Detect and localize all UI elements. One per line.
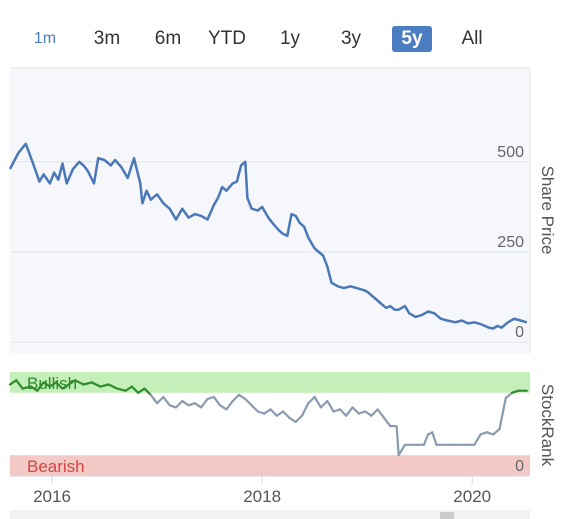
rank-series-segment <box>73 379 85 386</box>
rank-series-segment <box>395 425 400 457</box>
rank-series-segment <box>36 381 45 392</box>
navigator-handle[interactable] <box>440 512 454 519</box>
rank-series-segment <box>338 408 348 417</box>
rank-series-segment <box>99 383 110 388</box>
rank-series-segment <box>351 406 360 415</box>
rank-series-segment <box>137 387 146 394</box>
rank-series-segment <box>231 393 241 403</box>
rank-series-segment <box>162 395 171 407</box>
rank-series-segment <box>82 381 94 386</box>
bearish-zone <box>10 455 530 476</box>
rank-series-segment <box>130 385 140 394</box>
rank-series-segment <box>422 433 430 446</box>
rank-series-segment <box>300 402 310 417</box>
rank-series-segment <box>48 381 58 388</box>
rank-series-segment <box>67 379 77 386</box>
range-button-6m[interactable]: 6m <box>154 28 182 49</box>
rank-series-segment <box>200 397 209 409</box>
range-button-1m[interactable]: 1m <box>33 30 57 47</box>
rank-tick-labels: 0 <box>515 458 524 475</box>
x-tick-label: 2016 <box>33 487 71 506</box>
rank-series-segment <box>193 402 203 409</box>
rank-series-segment <box>156 395 165 405</box>
rank-series-segment <box>149 393 159 405</box>
rank-series-segment <box>282 410 291 419</box>
rank-series-segment <box>206 395 215 401</box>
rank-series-segment <box>313 395 322 409</box>
rank-series-segment <box>212 395 222 407</box>
rank-series-segment <box>294 414 304 423</box>
rank-series-segment <box>326 400 335 413</box>
rank-series-segment <box>55 381 64 390</box>
rank-series-segment <box>42 381 52 388</box>
rank-series-segment <box>357 410 367 415</box>
price-tick-labels: 0 250 500 <box>497 144 524 341</box>
rank-series-segment <box>504 391 514 400</box>
rank-series-segment <box>288 416 297 423</box>
rank-series-segment <box>473 433 482 446</box>
rank-series-segment <box>431 431 438 446</box>
rank-series-segment <box>237 393 247 401</box>
rank-series-segment <box>382 416 392 428</box>
rank-series-segment <box>370 408 379 417</box>
rank-series-segment <box>15 379 24 390</box>
rank-series-segment <box>269 408 278 417</box>
rank-series-segment <box>225 400 234 411</box>
range-button-3y[interactable]: 3y <box>340 28 362 49</box>
rank-series-segment <box>364 410 373 417</box>
rank-series-segment <box>263 408 272 415</box>
range-button-1y[interactable]: 1y <box>279 28 301 49</box>
rank-series-segment <box>61 383 70 390</box>
price-axis-title: Share Price <box>538 166 557 255</box>
rank-series-segment <box>485 431 495 436</box>
rank-series-segment <box>143 387 152 396</box>
bullish-zone <box>10 372 530 393</box>
rank-series-segment <box>345 406 354 417</box>
rank-series-segment <box>21 385 33 390</box>
range-button-ytd[interactable]: YTD <box>208 28 246 49</box>
rank-series-segment <box>29 385 39 392</box>
rank-series-segment <box>498 396 507 431</box>
rank-series-segment <box>219 404 228 411</box>
rank-series-segment <box>307 395 316 405</box>
rank-series-segment <box>244 397 253 407</box>
rank-series-segment <box>187 402 196 407</box>
price-tick-label: 250 <box>497 234 524 251</box>
rank-series-segment <box>510 389 520 394</box>
x-tick-label: 2020 <box>453 487 491 506</box>
rank-series-segment <box>116 387 127 392</box>
rank-series-lines <box>8 379 528 457</box>
range-selector: 1m 3m 6m YTD 1y 3y 5y All <box>0 22 572 58</box>
rank-series-segment <box>376 408 386 419</box>
navigator-background <box>10 510 530 519</box>
rank-tick-label: 0 <box>515 458 524 475</box>
rank-series-segment <box>332 408 341 413</box>
range-button-3m[interactable]: 3m <box>93 28 121 49</box>
range-button-5y[interactable]: 5y <box>392 26 432 52</box>
price-tick-label: 0 <box>515 324 524 341</box>
bearish-zone-label: Bearish <box>27 457 85 476</box>
rank-series-segment <box>319 400 329 409</box>
rank-axis-title: StockRank <box>538 384 557 467</box>
rank-series-segment <box>90 381 102 388</box>
rank-series-segment <box>107 383 119 390</box>
x-tick-label: 2018 <box>243 487 281 506</box>
price-plot-background <box>10 68 530 353</box>
rank-series-segment <box>124 385 133 392</box>
rank-series-segment <box>174 400 184 409</box>
price-series-line <box>8 142 528 330</box>
rank-series-segment <box>168 404 178 409</box>
rank-series-segment <box>181 400 190 407</box>
price-tick-label: 500 <box>497 144 524 161</box>
rank-series-segment <box>8 379 18 386</box>
x-tick-labels: 2016 2018 2020 <box>33 476 491 506</box>
rank-series-segment <box>492 428 501 436</box>
rank-series-segment <box>275 410 285 417</box>
rank-series-segment <box>256 410 266 415</box>
rank-series-segment <box>397 443 407 457</box>
rank-series-segment <box>479 431 488 436</box>
rank-series-segment <box>250 404 259 413</box>
range-button-all[interactable]: All <box>461 28 483 49</box>
